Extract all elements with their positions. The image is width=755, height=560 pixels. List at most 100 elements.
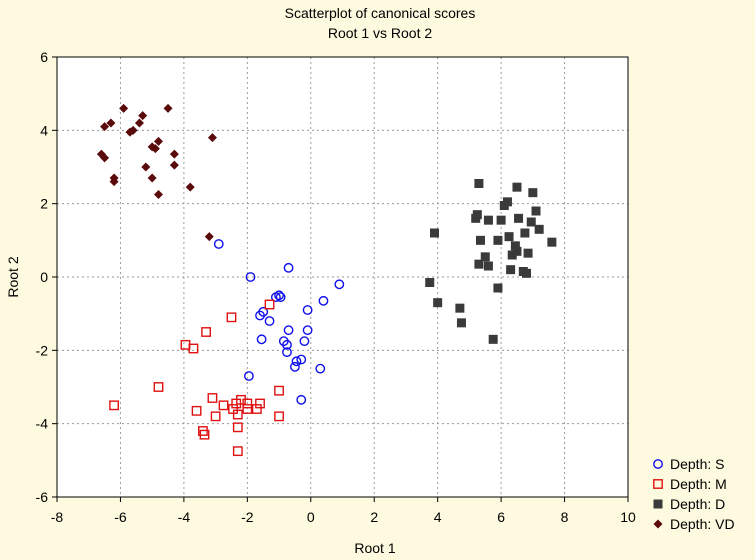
data-point <box>100 153 110 163</box>
data-point <box>302 305 313 315</box>
plot-frame <box>56 56 629 498</box>
grid <box>57 57 628 497</box>
data-point <box>520 228 530 238</box>
data-point <box>231 398 242 409</box>
legend-label: Depth: VD <box>670 516 735 532</box>
x-tick-label: 8 <box>561 509 569 525</box>
data-point <box>141 162 151 172</box>
legend-label: Depth: S <box>670 456 724 472</box>
data-point <box>274 385 284 396</box>
data-point <box>210 411 221 422</box>
y-tick-label: -2 <box>36 342 49 358</box>
series-2 <box>425 179 557 344</box>
data-point <box>153 382 164 392</box>
data-point <box>138 111 148 121</box>
series-1 <box>109 299 284 457</box>
data-point <box>433 298 443 308</box>
data-point <box>275 292 286 303</box>
x-tick-label: -4 <box>178 509 191 525</box>
data-point <box>242 404 253 414</box>
y-tick-label: -6 <box>36 489 49 505</box>
y-tick-labels: -6 -4 -2 0 2 4 6 <box>36 49 49 505</box>
data-point <box>128 125 138 135</box>
data-point <box>493 283 503 293</box>
data-point <box>456 318 466 328</box>
data-point <box>455 303 465 313</box>
x-axis-label: Root 1 <box>354 540 395 556</box>
data-point <box>255 310 265 321</box>
x-tick-label: -8 <box>51 509 64 525</box>
data-point <box>480 252 490 262</box>
data-point <box>514 213 524 223</box>
data-point <box>506 265 516 275</box>
data-point <box>283 325 294 336</box>
y-tick-label: 0 <box>40 269 48 285</box>
data-point <box>270 292 281 303</box>
data-point <box>232 409 243 420</box>
data-point <box>169 160 179 170</box>
data-point <box>290 361 300 372</box>
data-point <box>528 188 538 198</box>
data-point <box>547 237 557 247</box>
data-point <box>521 268 531 278</box>
legend-marker <box>653 519 663 529</box>
data-points <box>96 103 557 457</box>
data-point <box>299 336 310 347</box>
data-point <box>496 215 506 225</box>
y-tick-label: 4 <box>40 122 48 138</box>
data-point <box>474 259 484 269</box>
data-point <box>283 262 294 273</box>
data-point <box>109 177 119 187</box>
data-point <box>264 316 275 326</box>
legend: Depth: S Depth: M Depth: D Depth: VD <box>653 456 735 532</box>
legend-marker <box>653 479 663 489</box>
series-0 <box>213 239 345 405</box>
data-point <box>499 201 509 210</box>
data-point <box>429 228 439 238</box>
data-point <box>483 215 493 225</box>
legend-label: Depth: D <box>670 496 725 512</box>
legend-label: Depth: M <box>670 476 727 492</box>
data-point <box>251 404 262 414</box>
x-tick-labels: -8 -6 -4 -2 0 2 4 6 8 10 <box>51 509 636 525</box>
data-point <box>523 248 533 258</box>
data-point <box>154 190 164 199</box>
data-point <box>274 411 284 422</box>
data-point <box>255 398 265 409</box>
data-point <box>512 246 522 256</box>
x-tick-label: 10 <box>620 509 636 525</box>
y-axis-label: Root 2 <box>5 256 21 297</box>
data-point <box>534 224 544 234</box>
x-tick-label: 2 <box>370 509 378 525</box>
data-point <box>318 295 329 306</box>
data-point <box>191 405 202 416</box>
data-point <box>204 232 214 242</box>
data-point <box>296 354 307 365</box>
data-point <box>150 144 160 154</box>
data-point <box>256 334 267 345</box>
x-tick-label: 0 <box>307 509 315 525</box>
data-point <box>471 213 481 223</box>
data-point <box>201 327 211 337</box>
data-point <box>474 179 484 188</box>
data-point <box>302 325 313 336</box>
data-point <box>163 103 173 113</box>
legend-marker <box>653 459 663 469</box>
data-point <box>291 356 302 367</box>
data-point <box>282 347 292 358</box>
chart-title: Scatterplot of canonical scores <box>285 5 476 21</box>
data-point <box>504 232 514 242</box>
data-point <box>244 371 254 381</box>
series-3 <box>96 103 217 242</box>
data-point <box>213 239 224 249</box>
data-point <box>296 394 307 405</box>
data-point <box>134 118 144 128</box>
data-point <box>512 182 522 192</box>
data-point <box>218 400 229 411</box>
data-point <box>242 398 253 409</box>
legend-marker <box>653 499 663 509</box>
data-point <box>245 272 256 282</box>
data-point <box>334 279 345 290</box>
data-point <box>106 118 116 128</box>
